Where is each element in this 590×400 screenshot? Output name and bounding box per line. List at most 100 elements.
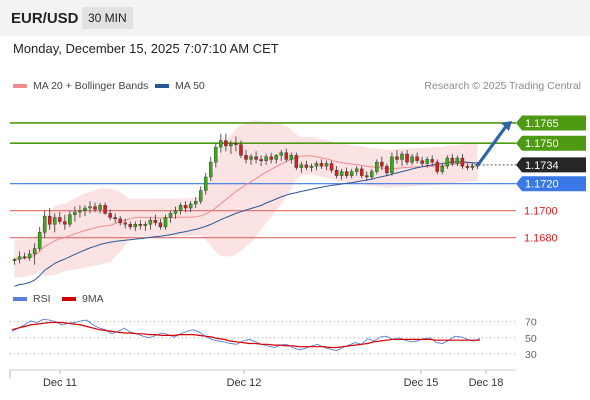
candle <box>264 154 268 165</box>
candle <box>234 136 238 152</box>
candle-body-up <box>209 161 213 178</box>
candle-body-down <box>244 155 248 160</box>
candle-body-down <box>420 160 424 164</box>
ma50-line <box>14 161 478 287</box>
candle-body-up <box>214 147 218 163</box>
candle <box>440 163 445 175</box>
candle-body-down <box>123 222 127 225</box>
candle <box>173 206 178 219</box>
legend-ma50-swatch <box>155 84 169 89</box>
candle <box>450 154 455 167</box>
candle-body-up <box>53 217 57 225</box>
candle <box>118 216 122 226</box>
candle <box>193 197 198 209</box>
candle <box>17 251 22 264</box>
candle-body-up <box>37 232 42 249</box>
candle-body-down <box>234 143 238 145</box>
credit-text: Research © 2025 Trading Central <box>424 80 581 92</box>
candle-body-down <box>450 157 455 164</box>
candle-body-up <box>12 259 17 261</box>
timeframe-button[interactable]: 30 MIN <box>82 7 133 29</box>
symbol-label: EUR/USD <box>11 10 79 27</box>
candle-body-down <box>239 144 243 156</box>
candle-body-down <box>259 159 263 161</box>
candle <box>108 209 112 221</box>
candle-body-down <box>153 219 158 224</box>
candle-body-down <box>365 175 369 178</box>
level-tag-1.1720 <box>516 176 586 192</box>
candle-body-up <box>425 159 429 164</box>
candle-body-down <box>304 164 309 168</box>
legend-bollinger-swatch <box>13 84 27 89</box>
candle-body-up <box>88 206 92 209</box>
candle-body-down <box>319 163 324 167</box>
candle <box>294 152 299 171</box>
candle <box>274 154 278 164</box>
candle-body-up <box>309 165 314 168</box>
candle-body-down <box>329 163 334 171</box>
candle <box>138 220 143 230</box>
candle <box>359 166 364 179</box>
candle-body-up <box>193 201 198 205</box>
legend-9ma: 9MA <box>62 293 104 305</box>
candle-body-down <box>415 156 419 161</box>
candle-body-up <box>249 156 253 160</box>
candle <box>354 166 359 176</box>
candle-body-up <box>198 190 203 202</box>
candle <box>83 205 87 217</box>
candle-body-up <box>440 165 445 172</box>
candle <box>133 221 138 231</box>
candle-body-down <box>47 215 52 225</box>
level-label-1.1700: 1.1700 <box>524 206 558 218</box>
candle <box>158 218 163 230</box>
candle-body-down <box>334 170 339 176</box>
candle <box>375 159 379 175</box>
candle-body-down <box>465 165 470 168</box>
candle <box>244 149 248 164</box>
level-tag-1.1765 <box>516 115 586 131</box>
candle <box>22 252 27 260</box>
level-label-1.1734: 1.1734 <box>525 160 559 172</box>
candle-body-up <box>17 256 22 260</box>
candle <box>344 167 349 179</box>
candle-body-up <box>264 156 268 161</box>
candle <box>395 149 399 164</box>
candle-body-up <box>339 171 344 176</box>
candle-body-down <box>344 171 349 176</box>
candle <box>163 214 168 230</box>
candle <box>153 214 158 226</box>
candle <box>239 140 243 159</box>
candle-body-down <box>63 221 67 225</box>
candle <box>334 166 339 179</box>
candle-body-down <box>103 205 107 214</box>
candle <box>229 140 233 155</box>
candle <box>183 201 188 213</box>
candle-body-up <box>32 248 37 255</box>
x-tick-label: Dec 18 <box>469 377 504 389</box>
candle-body-up <box>445 157 450 167</box>
projection-arrow-shaft <box>476 123 509 167</box>
candle-body-up <box>42 215 47 233</box>
candle-body-up <box>400 153 404 160</box>
candle-body-up <box>148 219 153 225</box>
level-tag-1.1750 <box>516 135 586 151</box>
candle <box>148 217 153 230</box>
candle <box>98 202 102 214</box>
legend-rsi-swatch <box>13 297 27 302</box>
candle <box>349 168 354 179</box>
candle-body-up <box>289 155 294 160</box>
candle-body-down <box>128 224 133 228</box>
candle-body-up <box>229 143 233 147</box>
candle-body-down <box>158 222 163 228</box>
candle <box>304 160 309 171</box>
candle <box>168 210 173 223</box>
legend-bollinger-label: MA 20 + Bollinger Bands <box>33 80 149 92</box>
candle-body-down <box>224 140 228 147</box>
candle <box>214 143 218 168</box>
candle <box>68 210 72 227</box>
candle-body-down <box>138 224 143 226</box>
candle-body-up <box>68 214 72 225</box>
candle-body-up <box>83 207 87 211</box>
candle-body-down <box>435 161 439 172</box>
